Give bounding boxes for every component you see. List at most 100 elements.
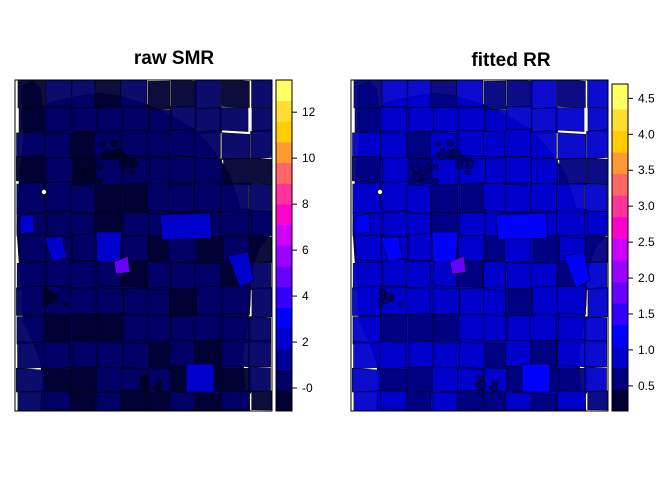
map-region <box>353 80 383 109</box>
map-region <box>221 80 250 108</box>
legend-frame <box>275 79 293 412</box>
map-region <box>380 314 407 343</box>
map-region <box>17 390 47 411</box>
map-region-small <box>414 175 421 182</box>
map-region <box>18 107 48 133</box>
map-raw-smr <box>16 80 272 411</box>
map-region <box>147 314 171 342</box>
map-region-highlight <box>113 255 131 275</box>
map-region <box>430 80 458 109</box>
map-region <box>194 262 222 290</box>
map-region <box>147 80 171 110</box>
map-region-small <box>78 175 85 182</box>
map-region <box>72 312 97 341</box>
map-region-highlight <box>185 363 215 393</box>
legend-swatch <box>276 224 292 246</box>
legend-swatch <box>276 121 292 143</box>
map-region-small <box>101 152 105 156</box>
panel-fitted-rr: fitted RR 0.5 1.0 1.5 2.0 2.5 3.0 3.5 4.0 4.5 <box>350 50 655 412</box>
map-region <box>70 80 96 110</box>
legend-swatch <box>276 100 292 122</box>
map-region <box>19 234 48 262</box>
map-region <box>587 211 608 237</box>
map-region <box>148 343 172 370</box>
map-region <box>381 181 409 212</box>
chart-title: raw SMR <box>134 48 215 69</box>
map-region <box>248 366 271 393</box>
map-region <box>406 391 432 411</box>
map-region <box>169 391 196 411</box>
map-region <box>122 212 150 237</box>
map-region <box>408 340 434 368</box>
legend-tick-label: 4 <box>302 289 309 303</box>
map-region <box>587 158 608 185</box>
map-region <box>431 184 458 214</box>
map-region <box>46 258 74 287</box>
map-region <box>70 391 96 411</box>
legend-swatch <box>612 109 628 132</box>
map-region <box>248 183 272 212</box>
map-region <box>432 287 460 317</box>
map-region <box>122 106 150 133</box>
map-region-small <box>113 150 118 156</box>
legend-swatch <box>276 390 292 412</box>
map-region <box>352 367 381 393</box>
map-region <box>529 314 557 343</box>
map-region-small <box>130 170 135 175</box>
map-region-small <box>433 178 439 184</box>
map-region-highlight <box>380 235 404 263</box>
map-region <box>47 210 75 238</box>
legend-tick-label: 3.0 <box>638 199 655 213</box>
map-region <box>505 391 532 411</box>
map-region-small <box>380 290 386 295</box>
map-region <box>169 105 197 131</box>
map-region <box>406 80 432 110</box>
legend-swatch <box>612 238 628 261</box>
map-region <box>16 367 45 393</box>
map-region-small <box>97 164 104 170</box>
map-region <box>530 80 558 110</box>
map-region <box>169 339 196 368</box>
map-region-small <box>492 379 499 386</box>
legend-swatch <box>276 328 292 350</box>
map-region <box>459 182 486 213</box>
map-region <box>251 287 272 319</box>
map-region-small <box>446 139 454 148</box>
map-frame <box>14 79 273 412</box>
map-region <box>382 258 410 287</box>
map-region <box>432 366 459 393</box>
map-region <box>406 366 432 393</box>
map-region <box>97 313 125 342</box>
legend-swatch <box>612 130 628 153</box>
legend-swatch <box>276 80 292 101</box>
map-region <box>558 367 587 395</box>
map-region <box>222 316 251 344</box>
map-region <box>16 285 45 317</box>
map-region <box>221 339 250 368</box>
map-region <box>482 182 506 213</box>
map-water <box>41 189 47 195</box>
map-region <box>456 80 484 107</box>
map-region <box>149 108 173 135</box>
map-region <box>459 287 487 318</box>
map-region <box>221 132 251 160</box>
map-region <box>123 287 151 318</box>
legend-swatch <box>612 303 628 326</box>
map-region-small <box>110 139 118 148</box>
map-region <box>505 288 532 318</box>
map-region <box>584 183 608 212</box>
map-region <box>122 314 149 342</box>
map-region <box>405 287 431 317</box>
map-region-small <box>412 164 421 173</box>
map-region <box>73 107 99 132</box>
legend-swatch <box>612 84 628 110</box>
legend-swatch <box>612 195 628 218</box>
map-region <box>587 287 608 319</box>
map-region <box>95 184 122 214</box>
map-region <box>584 316 608 343</box>
map-region <box>352 315 382 345</box>
legend-swatch <box>612 173 628 196</box>
map-region-small <box>437 152 441 156</box>
map-region <box>195 158 222 186</box>
map-region-small <box>439 148 446 154</box>
